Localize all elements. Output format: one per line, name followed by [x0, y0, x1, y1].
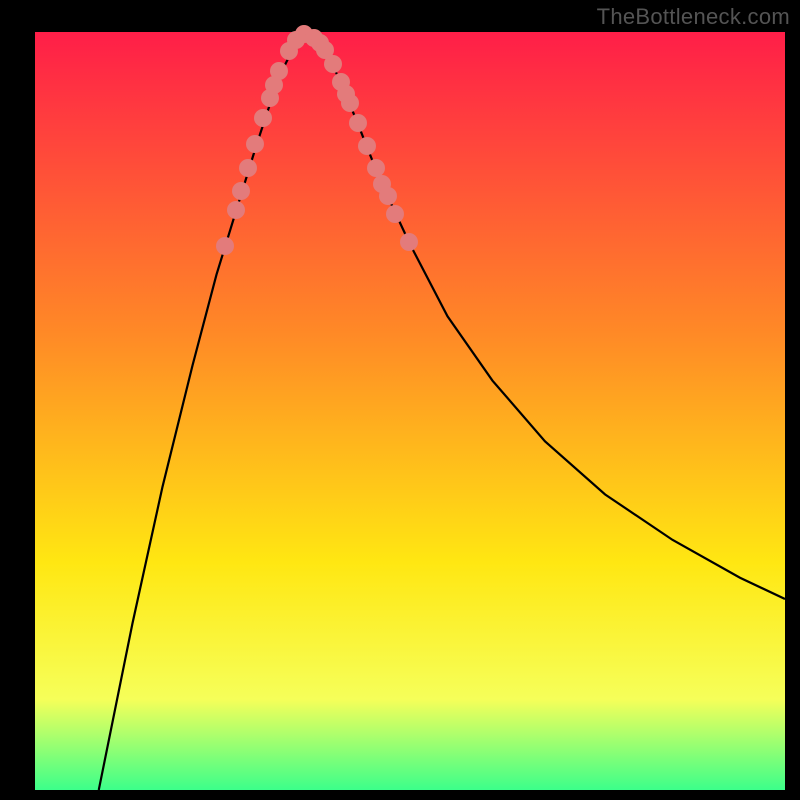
- curve-right-branch: [305, 34, 785, 599]
- data-marker: [232, 182, 250, 200]
- data-marker: [254, 109, 272, 127]
- plot-area: [35, 32, 785, 790]
- data-marker: [386, 205, 404, 223]
- bottleneck-curve: [35, 32, 785, 790]
- data-marker: [358, 137, 376, 155]
- data-marker: [227, 201, 245, 219]
- data-marker: [341, 94, 359, 112]
- data-marker: [379, 187, 397, 205]
- data-marker: [246, 135, 264, 153]
- watermark: TheBottleneck.com: [597, 4, 790, 30]
- data-marker: [270, 62, 288, 80]
- curve-left-branch: [99, 34, 305, 790]
- data-marker: [324, 55, 342, 73]
- data-marker: [239, 159, 257, 177]
- data-marker: [400, 233, 418, 251]
- data-marker: [216, 237, 234, 255]
- data-marker: [349, 114, 367, 132]
